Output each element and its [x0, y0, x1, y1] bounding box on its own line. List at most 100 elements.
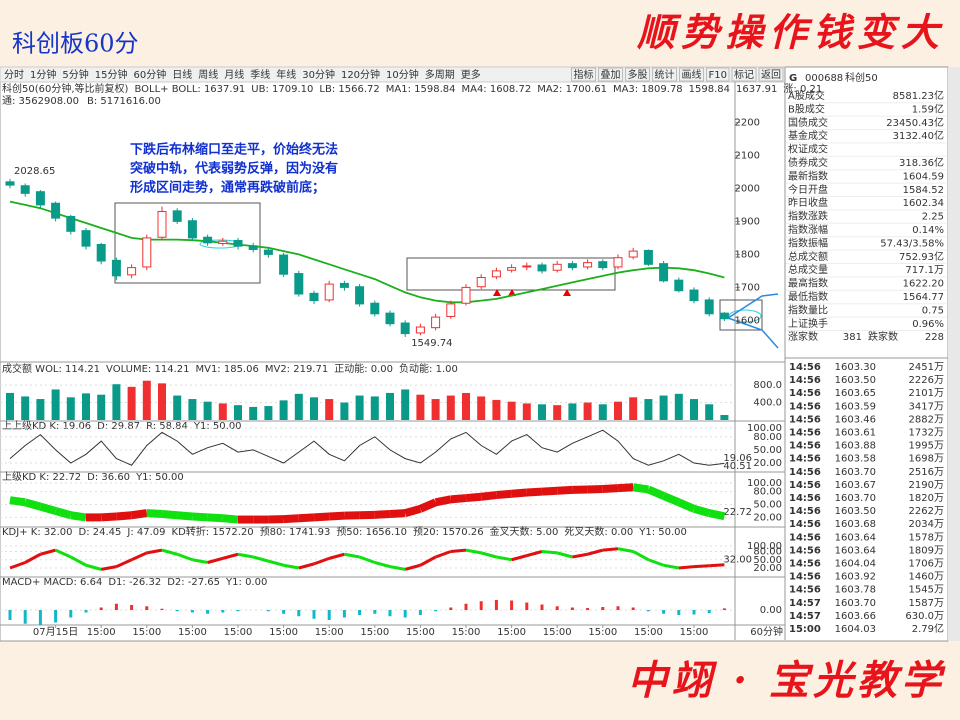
tick-price: 1603.50: [835, 506, 876, 517]
macd-bar: [434, 610, 438, 612]
quote-label: 昨日收盘: [788, 196, 828, 209]
code-prefix: G: [789, 73, 797, 84]
indicator-segment: [496, 555, 512, 562]
y-tick-label: 100.00: [747, 423, 782, 434]
tick-price: 1604.04: [835, 559, 876, 570]
indicator-segment: [359, 555, 376, 564]
period-tab[interactable]: 60分钟: [133, 68, 166, 81]
volume-bar: [127, 386, 136, 420]
macd-bar: [266, 610, 270, 612]
x-tick-label: 15:00: [452, 627, 481, 638]
quote-value: 8581.23亿: [893, 89, 944, 102]
tool-button[interactable]: 叠加: [601, 69, 621, 81]
indicator-readout: BOLL+ BOLL: 1637.91: [134, 84, 245, 95]
tick-price: 1603.68: [835, 519, 876, 530]
candle-body: [400, 322, 410, 335]
indicator-segment: [677, 498, 696, 513]
indicator-readout: 金叉天数: 5.00: [490, 525, 559, 538]
side-label: 19.06: [723, 453, 752, 464]
tick-price: 1603.70: [835, 598, 876, 609]
candle-body: [613, 257, 623, 268]
kd-line: [9, 429, 725, 466]
quote-label: 基金成交: [788, 129, 828, 142]
indicator-segment: [678, 565, 695, 570]
candle-body: [203, 236, 213, 244]
y-tick-label: 800.0: [753, 380, 782, 391]
volume-bar: [462, 392, 470, 420]
period-tab[interactable]: 周线: [198, 68, 218, 81]
indicator-segment: [404, 504, 422, 517]
tool-button[interactable]: 返回: [761, 69, 781, 81]
tool-button[interactable]: F10: [709, 70, 727, 81]
quote-value: 1.59亿: [912, 102, 944, 115]
period-tab[interactable]: 季线: [250, 68, 270, 81]
indicator-readout: Y1: 50.00: [193, 421, 242, 432]
period-tab[interactable]: 30分钟: [302, 68, 335, 81]
period-tab[interactable]: 更多: [461, 68, 481, 81]
volume-bar: [431, 399, 440, 420]
tick-time: 14:56: [789, 441, 821, 452]
quote-label: 今日开盘: [788, 183, 828, 196]
breadth-label: 跌家数: [868, 330, 898, 343]
tool-button[interactable]: 指标: [574, 68, 594, 81]
tick-volume: 3417万: [909, 401, 944, 412]
indicator-segment: [207, 556, 224, 564]
x-tick-label: 07月15日: [33, 626, 78, 638]
period-tab[interactable]: 1分钟: [30, 68, 56, 81]
period-tab[interactable]: 10分钟: [386, 68, 419, 81]
tool-button[interactable]: 画线: [682, 68, 702, 81]
slogan: 顺势操作钱变大: [636, 10, 945, 55]
indicator-segment: [192, 558, 208, 564]
annotation: 突破中轨，代表弱势反弹，因为没有: [130, 161, 338, 177]
macd-bar: [479, 601, 483, 610]
period-tab[interactable]: 分时: [4, 69, 24, 81]
side-label: 22.72: [723, 507, 752, 518]
quote-label: 总成交额: [788, 250, 828, 263]
y-tick-label: 80.00: [753, 487, 782, 498]
indicator-segment: [693, 564, 710, 569]
volume-bar: [522, 403, 531, 420]
y-tick-label: 2000: [735, 183, 760, 194]
macd-bar: [84, 610, 88, 613]
indicator-segment: [708, 509, 726, 521]
indicator-readout: B: 5171616.00: [87, 96, 161, 107]
volume-bar: [446, 395, 455, 420]
tick-time: 14:56: [789, 401, 821, 412]
quote-value: 1602.34: [903, 198, 944, 209]
macd-bar: [677, 610, 681, 615]
tick-time: 14:56: [789, 428, 821, 439]
tool-button[interactable]: 多股: [628, 68, 648, 81]
tick-volume: 2516万: [909, 467, 944, 478]
indicator-readout: Y1: 0.00: [225, 577, 267, 588]
indicator-segment: [192, 512, 208, 522]
tick-volume: 1545万: [909, 585, 944, 596]
indicator-segment: [161, 509, 178, 520]
volume-bar: [370, 396, 379, 420]
tick-time: 14:56: [789, 388, 821, 399]
period-tab[interactable]: 年线: [276, 68, 296, 81]
tick-price: 1603.70: [835, 467, 876, 478]
scrollbar: [948, 67, 960, 641]
period-tab[interactable]: 多周期: [425, 68, 455, 81]
indicator-readout: UB: 1709.10: [251, 84, 313, 95]
tool-button[interactable]: 标记: [734, 69, 754, 81]
indicator-segment: [116, 511, 132, 521]
macd-bar: [616, 606, 620, 610]
macd-bar: [114, 603, 118, 610]
low-label: 1549.74: [411, 338, 452, 349]
period-tab[interactable]: 日线: [172, 68, 192, 81]
tick-volume: 2034万: [909, 519, 944, 530]
tool-button[interactable]: 统计: [655, 68, 675, 81]
indicator-readout: MA1: 1598.84: [386, 84, 456, 95]
period-tab[interactable]: 15分钟: [95, 68, 128, 81]
quote-value: 1564.77: [903, 292, 944, 303]
quote-label: 指数振幅: [788, 236, 828, 249]
indicator-segment: [9, 496, 26, 507]
indicator-readout: 科创50(60分钟,等比前复权): [2, 82, 129, 95]
candle-body: [461, 286, 471, 304]
candle-body: [233, 240, 243, 247]
period-tab[interactable]: 5分钟: [62, 68, 88, 81]
candle-body: [415, 326, 425, 334]
period-tab[interactable]: 月线: [224, 68, 244, 81]
period-tab[interactable]: 120分钟: [341, 68, 380, 81]
